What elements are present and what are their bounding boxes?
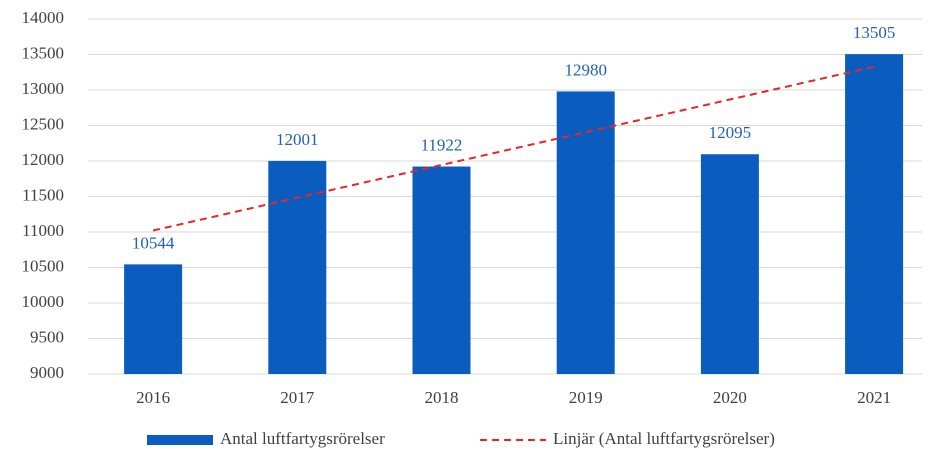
data-label: 13505 [853, 23, 896, 42]
y-tick-label: 11500 [22, 185, 64, 204]
x-tick-label: 2021 [857, 388, 891, 407]
data-label: 12980 [564, 60, 607, 79]
y-tick-label: 12500 [22, 114, 65, 133]
bar [268, 160, 327, 374]
bar [845, 54, 904, 375]
x-tick-label: 2018 [425, 388, 459, 407]
y-tick-label: 9000 [30, 363, 64, 382]
legend-label: Antal luftfartygsrörelser [220, 429, 385, 448]
y-tick-label: 10500 [22, 256, 65, 275]
data-label: 12001 [276, 130, 319, 149]
data-label: 10544 [132, 233, 175, 252]
y-tick-label: 9500 [30, 327, 64, 346]
x-tick-label: 2016 [136, 388, 170, 407]
legend-label: Linjär (Antal luftfartygsrörelser) [553, 429, 775, 448]
y-tick-label: 13000 [22, 79, 65, 98]
y-tick-label: 14000 [22, 8, 65, 27]
y-tick-label: 12000 [22, 150, 65, 169]
legend-swatch [147, 435, 213, 445]
bar [556, 91, 615, 375]
x-tick-label: 2019 [569, 388, 603, 407]
x-tick-label: 2017 [280, 388, 315, 407]
y-tick-label: 10000 [22, 292, 65, 311]
y-tick-label: 11000 [22, 221, 64, 240]
bar [412, 166, 471, 374]
y-tick-label: 13500 [22, 43, 65, 62]
data-label: 11922 [421, 135, 463, 154]
bar [700, 154, 759, 374]
bar [124, 264, 183, 374]
trend-line [152, 65, 875, 232]
x-tick-label: 2020 [713, 388, 747, 407]
data-label: 12095 [709, 123, 752, 142]
